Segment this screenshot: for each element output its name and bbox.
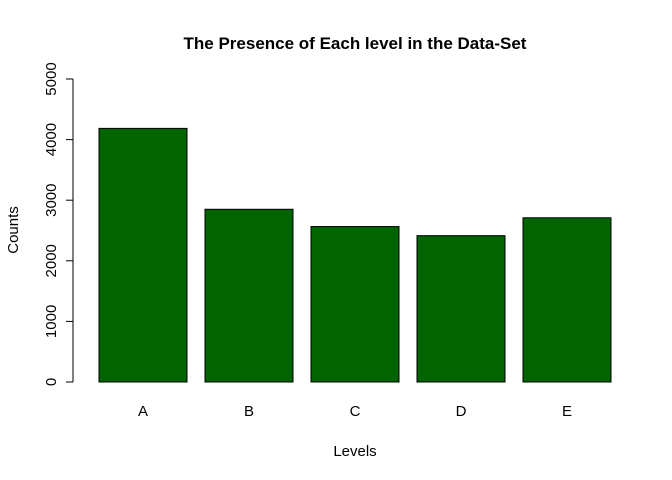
y-tick-label: 2000 bbox=[43, 244, 60, 277]
bar-c bbox=[310, 226, 400, 383]
y-tick-label: 0 bbox=[43, 378, 60, 386]
chart-title: The Presence of Each level in the Data-S… bbox=[184, 34, 527, 53]
x-tick-label-d: D bbox=[456, 403, 467, 420]
x-tick-label-a: A bbox=[138, 403, 148, 420]
bar-d bbox=[416, 235, 506, 383]
y-tick-label: 4000 bbox=[43, 123, 60, 156]
x-tick-label-c: C bbox=[350, 403, 361, 420]
x-axis-label: Levels bbox=[333, 443, 376, 460]
bars bbox=[98, 127, 612, 383]
x-tick-label-b: B bbox=[244, 403, 254, 420]
y-axis-label: Counts bbox=[5, 206, 22, 254]
bar-b bbox=[204, 208, 294, 383]
bar-a bbox=[98, 127, 188, 383]
bar-e bbox=[522, 217, 612, 383]
x-tick-labels: A B C D E bbox=[138, 403, 572, 420]
y-tick-label: 1000 bbox=[43, 305, 60, 338]
y-axis: 0 1000 2000 3000 4000 5000 bbox=[43, 62, 74, 386]
x-tick-label-e: E bbox=[562, 403, 572, 420]
y-tick-label: 5000 bbox=[43, 62, 60, 95]
y-tick-label: 3000 bbox=[43, 184, 60, 217]
